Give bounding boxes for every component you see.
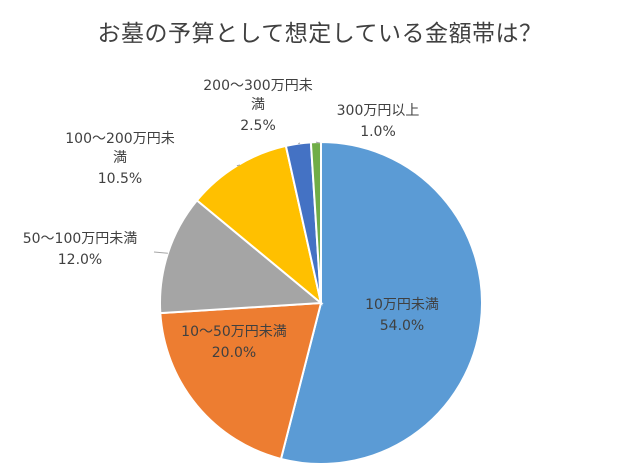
chart-title: お墓の予算として想定している金額帯は？ xyxy=(97,21,543,47)
slice-label-name-1: 10～50万円未満 xyxy=(181,324,287,340)
slice-label-name-2: 50～100万円未満 xyxy=(23,231,138,247)
slice-label-value-3: 10.5% xyxy=(98,171,142,187)
leader-line-5 xyxy=(315,141,321,144)
leader-line-4 xyxy=(298,142,301,145)
slice-label-name-3-0: 100～200万円未 xyxy=(65,131,174,147)
slice-label-value-5: 1.0% xyxy=(360,124,396,140)
slice-label-name-3-1: 満 xyxy=(113,150,127,166)
slice-label-value-1: 20.0% xyxy=(212,345,256,361)
slice-label-value-4: 2.5% xyxy=(240,118,276,134)
slice-label-name-5: 300万円以上 xyxy=(337,103,420,119)
leader-line-3 xyxy=(236,164,241,167)
pie-slice-1 xyxy=(159,301,323,461)
slice-label-name-0: 10万円未満 xyxy=(365,297,439,313)
slice-label-value-0: 54.0% xyxy=(380,318,424,334)
slice-label-name-4-1: 満 xyxy=(251,97,265,113)
slice-label-name-4-0: 200～300万円未 xyxy=(203,78,312,94)
pie-slice-0 xyxy=(279,140,483,465)
pie-slice-2 xyxy=(159,198,324,315)
leader-line-2 xyxy=(153,251,168,254)
slice-label-value-2: 12.0% xyxy=(58,252,102,268)
